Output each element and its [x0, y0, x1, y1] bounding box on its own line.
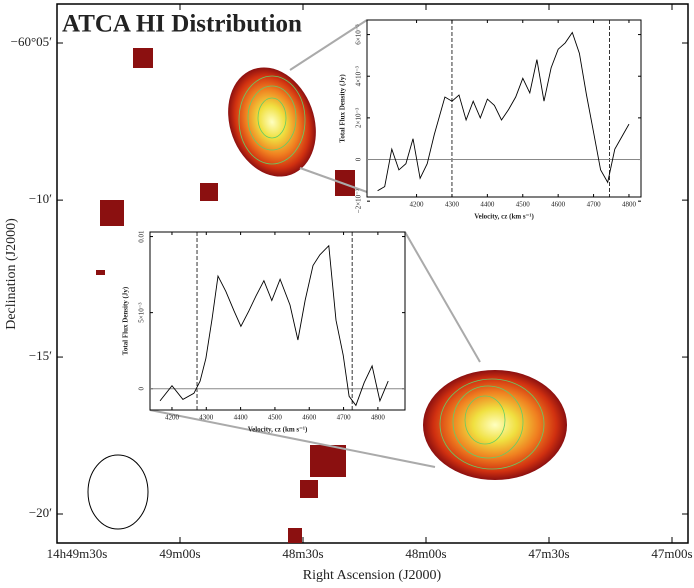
- y-tick-label: −2×10⁻³: [355, 189, 363, 213]
- y-tick-label: −10′: [29, 191, 52, 206]
- y-axis-label: Total Flux Density (Jy): [122, 286, 130, 355]
- y-axis-label: Declination (J2000): [4, 218, 19, 330]
- x-tick-label: 48m30s: [282, 546, 323, 561]
- y-tick-label: 5×10⁻³: [138, 303, 146, 323]
- x-axis-label: Velocity, cz (km s⁻¹): [248, 426, 308, 434]
- spectrum-line: [377, 31, 630, 192]
- x-tick-label: 4700: [337, 414, 352, 422]
- x-tick-label: 4700: [587, 201, 602, 209]
- x-axis-label: Velocity, cz (km s⁻¹): [474, 213, 534, 221]
- x-tick-label: 4600: [551, 201, 566, 209]
- x-tick-label: 47m30s: [528, 546, 569, 561]
- x-tick-label: 4200: [165, 414, 180, 422]
- y-tick-label: −15′: [29, 348, 52, 363]
- x-tick-label: 48m00s: [405, 546, 446, 561]
- x-tick-label: 49m00s: [159, 546, 200, 561]
- x-tick-label: 4500: [516, 201, 531, 209]
- y-tick-label: 6×10⁻³: [355, 24, 363, 44]
- spectrum-line: [159, 244, 389, 407]
- inset-frame: [366, 19, 642, 198]
- x-tick-label: 4600: [302, 414, 317, 422]
- y-tick-label: 2×10⁻³: [355, 108, 363, 128]
- x-tick-label: 47m00s: [651, 546, 692, 561]
- y-tick-label: −20′: [29, 505, 52, 520]
- x-tick-label: 4800: [371, 414, 386, 422]
- y-tick-label: 0.01: [138, 230, 146, 243]
- inset-frame: [149, 231, 406, 411]
- x-tick-label: 4400: [234, 414, 249, 422]
- x-tick-label: 4300: [445, 201, 460, 209]
- y-tick-label: 4×10⁻³: [355, 66, 363, 86]
- emission: [87, 48, 567, 543]
- x-tick-label: 4500: [268, 414, 283, 422]
- y-tick-label: 0: [138, 386, 146, 390]
- x-tick-label: 4300: [199, 414, 214, 422]
- x-axis-label: Right Ascension (J2000): [303, 568, 442, 583]
- x-tick-label: 4800: [622, 201, 637, 209]
- beam: [87, 454, 149, 530]
- x-tick-label: 14h49m30s: [47, 546, 108, 561]
- x-tick-label: 4200: [410, 201, 425, 209]
- connectors: [149, 19, 481, 468]
- y-tick-label: −60°05′: [11, 34, 53, 49]
- chart-title: ATCA HI Distribution: [62, 11, 302, 38]
- y-axis-label: Total Flux Density (Jy): [339, 74, 347, 143]
- y-tick-label: 0: [355, 157, 363, 161]
- x-tick-label: 4400: [480, 201, 495, 209]
